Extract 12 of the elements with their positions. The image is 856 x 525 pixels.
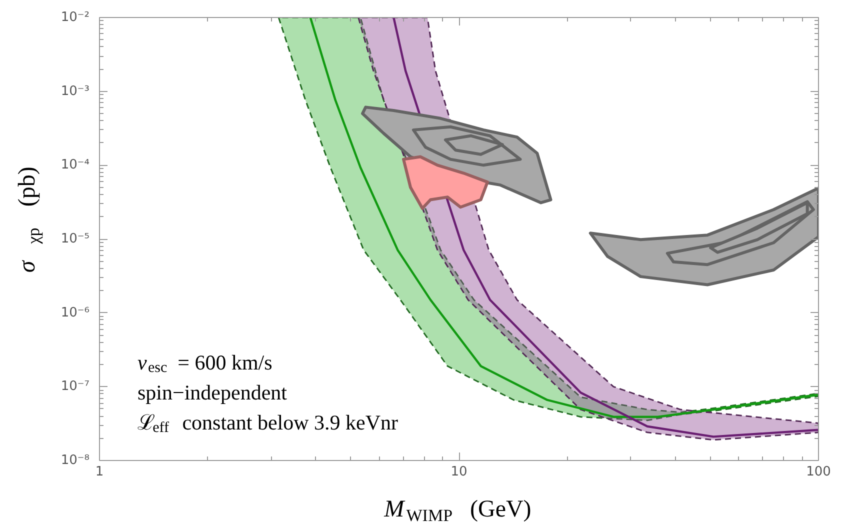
y-tick-label: 10⁻⁸: [60, 453, 90, 468]
y-tick-label: 10⁻⁵: [60, 232, 90, 246]
y-tick-label: 10⁻⁷: [60, 379, 90, 394]
y-tick-label: 10⁻⁶: [60, 305, 90, 320]
y-tick-label: 10⁻²: [60, 10, 90, 25]
x-tick-label: 1: [95, 464, 104, 480]
x-tick-label: 10: [450, 464, 468, 480]
annotation: spin−independent: [138, 380, 288, 404]
x-tick-label: 100: [806, 464, 831, 480]
y-tick-label: 10⁻³: [60, 84, 90, 99]
y-tick-label: 10⁻⁴: [60, 158, 90, 173]
text: σχp (pb): [14, 166, 43, 273]
